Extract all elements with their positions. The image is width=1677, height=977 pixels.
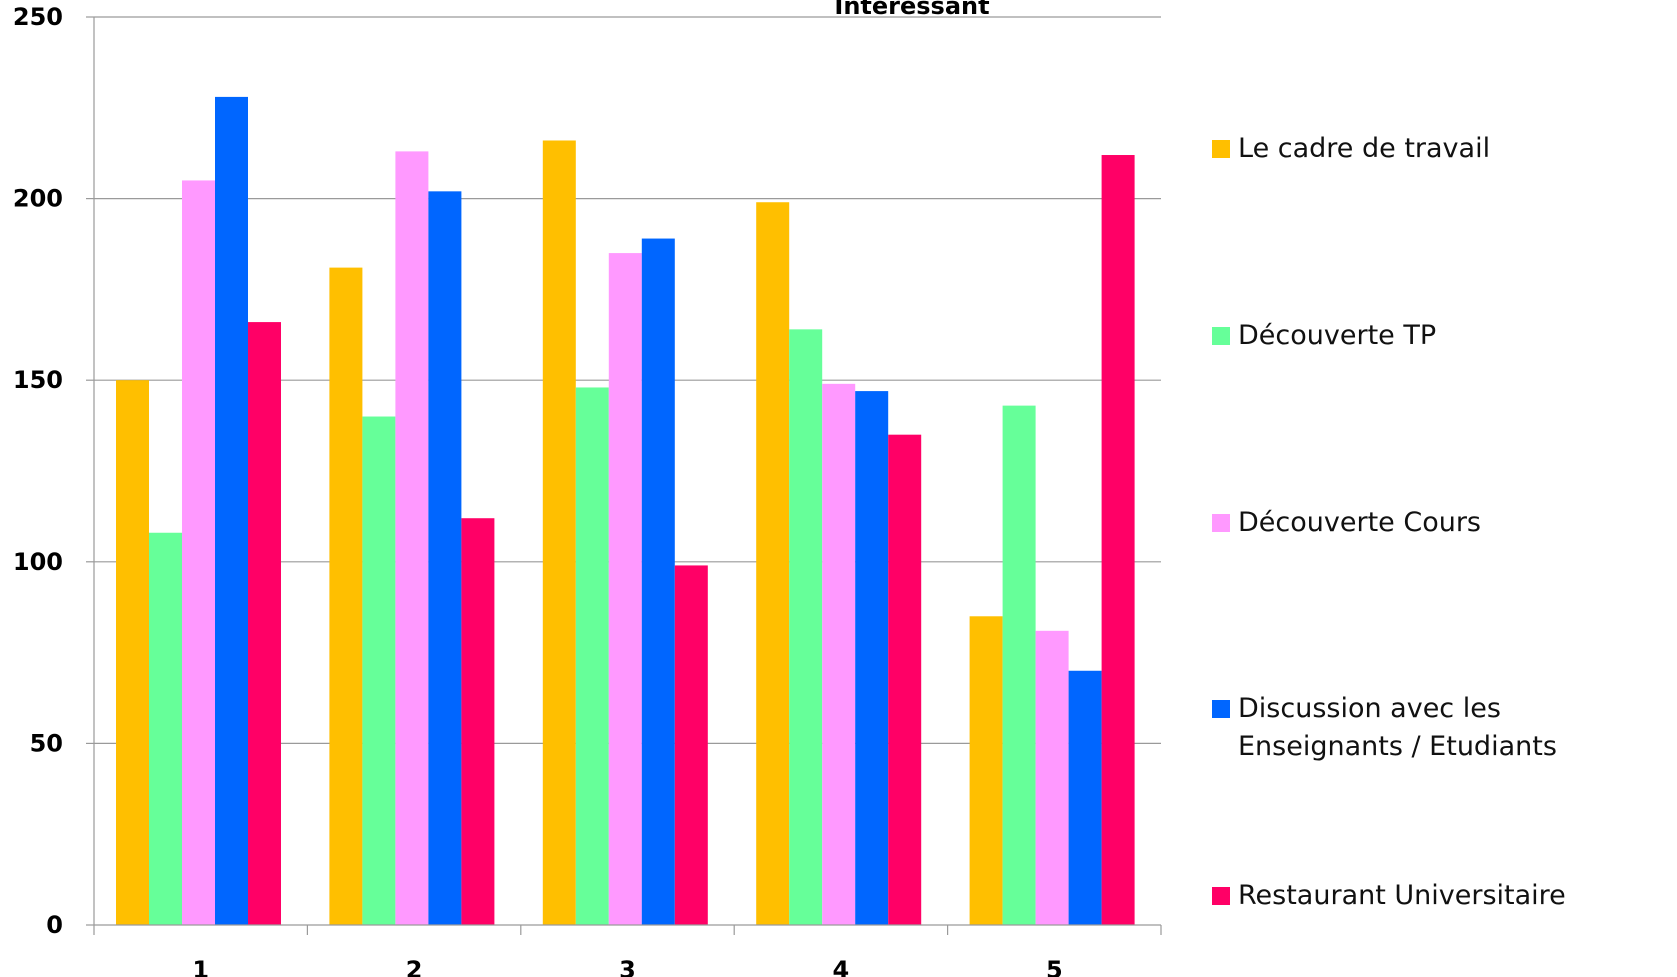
legend-label: Découverte Cours (1238, 507, 1481, 538)
legend-label: Le cadre de travail (1238, 133, 1491, 164)
bar (822, 383, 856, 925)
bar (362, 416, 396, 925)
bar (969, 616, 1003, 925)
bar (1068, 670, 1102, 925)
bar (756, 202, 790, 925)
y-tick-label: 150 (13, 366, 63, 394)
legend-item: Restaurant Universitaire (1212, 877, 1672, 915)
bar (248, 322, 281, 925)
bar (641, 238, 675, 925)
bar (395, 151, 429, 925)
axes (86, 16, 1162, 935)
bar (215, 96, 248, 926)
bar (1035, 630, 1069, 925)
bar (1101, 155, 1135, 926)
y-tick-label: 200 (13, 185, 63, 213)
y-tick-label: 50 (30, 729, 63, 757)
x-tick-label: 5 (1046, 956, 1063, 977)
bar (1002, 405, 1036, 925)
legend-item: Discussion avec les Enseignants / Etudia… (1212, 690, 1672, 766)
legend-swatch (1212, 327, 1230, 345)
bar (575, 387, 609, 925)
legend-swatch (1212, 887, 1230, 905)
bar (329, 267, 363, 925)
bar (116, 380, 149, 925)
x-tick-label: 2 (406, 956, 423, 977)
chart-title: Intéressant (834, 0, 989, 20)
bar (855, 391, 889, 925)
legend-item: Le cadre de travail (1212, 130, 1672, 168)
x-tick-label: 1 (192, 956, 209, 977)
x-tick-label: 4 (833, 956, 850, 977)
legend-label: Discussion avec les Enseignants / Etudia… (1238, 693, 1557, 762)
legend-swatch (1212, 140, 1230, 158)
tick-labels: 0 50 100 150 200 250 1 2 3 4 5 (13, 3, 1063, 977)
y-tick-label: 100 (13, 548, 63, 576)
bar (461, 518, 495, 925)
y-tick-label: 250 (13, 3, 63, 31)
bar (428, 191, 462, 925)
bar (608, 253, 642, 925)
bars-group (116, 96, 1135, 926)
bar (149, 532, 182, 925)
legend-label: Découverte TP (1238, 320, 1437, 351)
legend: Le cadre de travail Découverte TP Découver… (1212, 120, 1672, 920)
legend-swatch (1212, 514, 1230, 532)
bar (674, 565, 708, 925)
bar (542, 140, 576, 925)
legend-swatch (1212, 700, 1230, 718)
x-tick-label: 3 (619, 956, 636, 977)
y-tick-label: 0 (46, 911, 63, 939)
legend-item: Découverte Cours (1212, 504, 1672, 542)
bar (789, 329, 823, 925)
legend-item: Découverte TP (1212, 317, 1672, 355)
bar (182, 180, 215, 925)
bar (888, 434, 922, 925)
legend-label: Restaurant Universitaire (1238, 880, 1566, 911)
